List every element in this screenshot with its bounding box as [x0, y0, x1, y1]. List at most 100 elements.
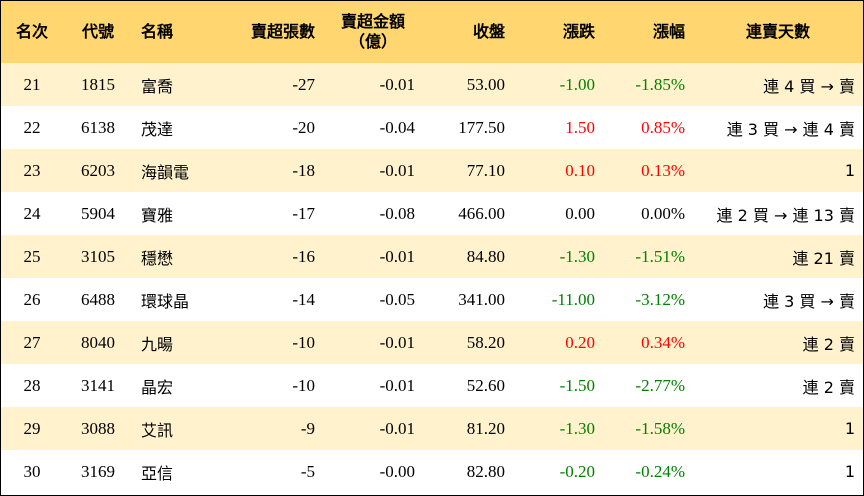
cell-rank: 23: [23, 160, 41, 180]
table-row: 26 6488 環球晶 -14 -0.05 341.00 -11.00 -3.12% 連 3 買…: [1, 278, 863, 321]
cell-net-sell-amount: -0.00: [379, 461, 415, 481]
cell-streak: 1: [844, 462, 855, 481]
table-row: 24 5904 寶雅 -17 -0.08 466.00 0.00 0.00% 連 2 買 → 連…: [1, 192, 863, 235]
header-row: 名次 代號 名稱 賣超張數 賣超金額 （億） 收盤 漲跌 漲幅 連賣天數: [1, 1, 863, 63]
cell-net-sell-lots: -16: [292, 246, 315, 266]
cell-close: 58.20: [466, 332, 505, 352]
cell-change-pct: 0.13%: [641, 160, 685, 180]
cell-code: 3088: [81, 418, 115, 438]
cell-net-sell-lots: -5: [300, 461, 315, 481]
cell-name: 富喬: [141, 76, 174, 96]
header-change: 漲跌: [562, 22, 595, 41]
table-row: 25 3105 穩懋 -16 -0.01 84.80 -1.30 -1.51% 連 21 賣: [1, 235, 863, 278]
cell-net-sell-lots: -20: [292, 117, 315, 137]
cell-code: 3141: [81, 375, 115, 395]
cell-rank: 22: [23, 117, 41, 137]
cell-change: -1.30: [559, 246, 595, 266]
cell-close: 341.00: [458, 289, 505, 309]
cell-code: 6138: [81, 117, 115, 137]
cell-change-pct: 0.34%: [641, 332, 685, 352]
cell-rank: 29: [23, 418, 41, 438]
cell-name: 艾訊: [141, 420, 174, 440]
cell-change: -1.30: [559, 418, 595, 438]
cell-rank: 25: [23, 246, 41, 266]
cell-net-sell-amount: -0.01: [379, 332, 415, 352]
table-row: 21 1815 富喬 -27 -0.01 53.00 -1.00 -1.85% 連 4 買 → …: [1, 63, 863, 106]
cell-rank: 30: [23, 461, 41, 481]
cell-code: 5904: [81, 203, 115, 223]
cell-code: 3169: [81, 461, 115, 481]
cell-name: 九暘: [141, 334, 174, 354]
cell-change: 0.20: [565, 332, 595, 352]
cell-rank: 21: [23, 74, 41, 94]
cell-close: 177.50: [458, 117, 505, 137]
cell-change-pct: -1.85%: [635, 74, 685, 94]
cell-net-sell-amount: -0.01: [379, 246, 415, 266]
cell-streak: 連 3 買 → 連 4 賣: [726, 119, 855, 139]
cell-change-pct: -2.77%: [635, 375, 685, 395]
cell-net-sell-amount: -0.04: [379, 117, 415, 137]
cell-name: 茂達: [141, 119, 174, 139]
cell-net-sell-lots: -27: [292, 74, 315, 94]
table-row: 27 8040 九暘 -10 -0.01 58.20 0.20 0.34% 連 2 賣: [1, 321, 863, 364]
cell-streak: 連 2 賣: [802, 377, 855, 397]
cell-change-pct: -1.51%: [635, 246, 685, 266]
cell-net-sell-lots: -14: [292, 289, 315, 309]
cell-streak: 連 2 賣: [802, 334, 855, 354]
cell-code: 6203: [81, 160, 115, 180]
cell-net-sell-lots: -9: [300, 418, 315, 438]
cell-name: 海韻電: [141, 162, 190, 182]
table-body: 21 1815 富喬 -27 -0.01 53.00 -1.00 -1.85% 連 4 買 → …: [1, 63, 863, 493]
cell-name: 寶雅: [141, 205, 174, 225]
cell-rank: 28: [23, 375, 41, 395]
header-net-sell-amount: 賣超金額 （億）: [323, 1, 423, 63]
header-net-sell-amount-line1: 賣超金額: [340, 12, 405, 31]
cell-change-pct: -3.12%: [635, 289, 685, 309]
cell-change: 0.00: [565, 203, 595, 223]
cell-change: -1.50: [559, 375, 595, 395]
cell-name: 晶宏: [141, 377, 174, 397]
table-row: 23 6203 海韻電 -18 -0.01 77.10 0.10 0.13% 1: [1, 149, 863, 192]
cell-close: 84.80: [466, 246, 505, 266]
header-code: 代號: [81, 22, 114, 41]
table-row: 30 3169 亞信 -5 -0.00 82.80 -0.20 -0.24% 1: [1, 450, 863, 493]
cell-change: -0.20: [559, 461, 595, 481]
header-change-pct: 漲幅: [652, 22, 685, 41]
table-header: 名次 代號 名稱 賣超張數 賣超金額 （億） 收盤 漲跌 漲幅 連賣天數: [1, 1, 863, 63]
cell-net-sell-amount: -0.01: [379, 418, 415, 438]
cell-close: 82.80: [466, 461, 505, 481]
cell-close: 52.60: [466, 375, 505, 395]
cell-name: 環球晶: [141, 291, 190, 311]
cell-net-sell-amount: -0.05: [379, 289, 415, 309]
cell-name: 亞信: [141, 463, 174, 483]
cell-net-sell-lots: -10: [292, 375, 315, 395]
cell-code: 3105: [81, 246, 115, 266]
table-row: 29 3088 艾訊 -9 -0.01 81.20 -1.30 -1.58% 1: [1, 407, 863, 450]
cell-change: 1.50: [565, 117, 595, 137]
cell-close: 81.20: [466, 418, 505, 438]
cell-change-pct: -1.58%: [635, 418, 685, 438]
cell-streak: 1: [844, 161, 855, 180]
cell-change-pct: 0.00%: [641, 203, 685, 223]
cell-net-sell-amount: -0.01: [379, 375, 415, 395]
cell-rank: 27: [23, 332, 41, 352]
cell-net-sell-lots: -10: [292, 332, 315, 352]
cell-code: 1815: [81, 74, 115, 94]
cell-streak: 連 3 買 → 賣: [763, 291, 855, 311]
cell-code: 8040: [81, 332, 115, 352]
cell-change: -11.00: [551, 289, 595, 309]
cell-name: 穩懋: [141, 248, 174, 268]
header-name: 名稱: [141, 22, 174, 41]
cell-change-pct: 0.85%: [641, 117, 685, 137]
cell-net-sell-amount: -0.08: [379, 203, 415, 223]
cell-rank: 26: [23, 289, 41, 309]
table-row: 28 3141 晶宏 -10 -0.01 52.60 -1.50 -2.77% 連 2 賣: [1, 364, 863, 407]
header-net-sell-amount-line2: （億）: [348, 32, 397, 51]
cell-close: 466.00: [458, 203, 505, 223]
cell-close: 53.00: [466, 74, 505, 94]
table-row: 22 6138 茂達 -20 -0.04 177.50 1.50 0.85% 連 3 買 → 連…: [1, 106, 863, 149]
cell-streak: 連 4 買 → 賣: [763, 76, 855, 96]
cell-streak: 1: [844, 419, 855, 438]
